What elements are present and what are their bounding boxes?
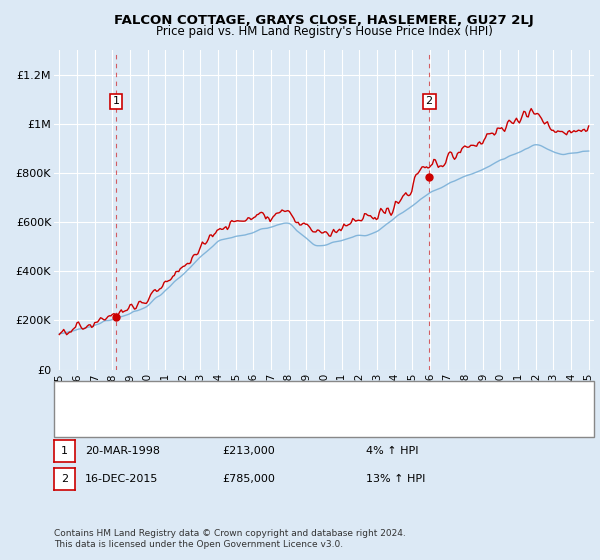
Text: £213,000: £213,000 — [222, 446, 275, 456]
Text: Contains HM Land Registry data © Crown copyright and database right 2024.
This d: Contains HM Land Registry data © Crown c… — [54, 529, 406, 549]
Text: 2: 2 — [425, 96, 433, 106]
Text: 1: 1 — [113, 96, 119, 106]
Text: ——: —— — [63, 414, 81, 428]
Text: HPI: Average price, detached house, Waverley: HPI: Average price, detached house, Wave… — [99, 416, 340, 426]
Text: 1: 1 — [61, 446, 68, 456]
Text: 20-MAR-1998: 20-MAR-1998 — [85, 446, 160, 456]
Text: 16-DEC-2015: 16-DEC-2015 — [85, 474, 158, 484]
Text: FALCON COTTAGE, GRAYS CLOSE, HASLEMERE, GU27 2LJ (detached house): FALCON COTTAGE, GRAYS CLOSE, HASLEMERE, … — [99, 391, 489, 402]
Text: 2: 2 — [61, 474, 68, 484]
Text: 4% ↑ HPI: 4% ↑ HPI — [366, 446, 419, 456]
Text: 13% ↑ HPI: 13% ↑ HPI — [366, 474, 425, 484]
Text: £785,000: £785,000 — [222, 474, 275, 484]
Text: Price paid vs. HM Land Registry's House Price Index (HPI): Price paid vs. HM Land Registry's House … — [155, 25, 493, 38]
Text: FALCON COTTAGE, GRAYS CLOSE, HASLEMERE, GU27 2LJ: FALCON COTTAGE, GRAYS CLOSE, HASLEMERE, … — [114, 14, 534, 27]
Text: ——: —— — [63, 389, 81, 404]
